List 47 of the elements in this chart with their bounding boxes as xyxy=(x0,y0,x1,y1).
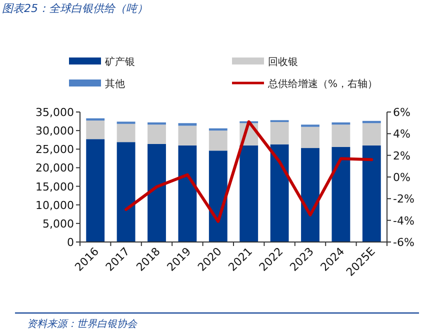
bar xyxy=(208,150,228,242)
y2-tick-label: 6% xyxy=(393,106,410,119)
y-tick-label: 35,000 xyxy=(36,106,74,119)
y2-tick-label: 0% xyxy=(393,171,410,184)
bar xyxy=(178,123,197,126)
y-tick-label: 10,000 xyxy=(36,198,74,212)
y2-tick-label: -2% xyxy=(393,192,414,206)
bar xyxy=(362,145,381,242)
chart-title: 图表25：全球白银供给（吨） xyxy=(2,2,148,15)
bar xyxy=(270,122,289,144)
y-tick-label: 20,000 xyxy=(36,162,74,175)
y-tick-label: 30,000 xyxy=(36,124,74,138)
y-tick-label: 15,000 xyxy=(36,180,74,194)
bar xyxy=(86,118,105,121)
bar xyxy=(148,122,166,125)
bar xyxy=(270,144,289,242)
text: 资料来源：世界白银协会 xyxy=(27,318,138,330)
legend-label: 矿产银 xyxy=(104,56,135,68)
bar xyxy=(332,124,350,147)
bar xyxy=(301,148,320,242)
legend-label: 总供给增速（%，右轴） xyxy=(267,78,378,90)
y2-tick-label: -6% xyxy=(393,236,414,249)
y2-tick-label: -4% xyxy=(393,214,414,228)
bar xyxy=(116,142,136,242)
y-tick-label: 25,000 xyxy=(36,143,74,156)
bar xyxy=(148,144,166,242)
y2-tick-label: 4% xyxy=(393,128,410,141)
y-tick-label: 0 xyxy=(67,236,74,249)
line-series xyxy=(124,120,374,223)
bar xyxy=(116,124,136,142)
bar xyxy=(86,139,105,242)
bar xyxy=(178,145,197,242)
bar xyxy=(332,122,350,125)
bar xyxy=(208,130,228,151)
bar xyxy=(362,120,381,124)
legend-label: 回收银 xyxy=(268,57,298,68)
bar xyxy=(208,128,228,131)
bar xyxy=(148,124,166,144)
y2-tick-label: 2% xyxy=(393,149,410,162)
bar xyxy=(240,145,258,242)
legend-label: 其他 xyxy=(105,78,125,90)
bar xyxy=(332,146,350,242)
bar xyxy=(362,123,381,146)
bar xyxy=(86,120,105,140)
bar xyxy=(178,126,197,146)
bar xyxy=(301,126,320,148)
y-tick-label: 5,000 xyxy=(42,217,74,230)
